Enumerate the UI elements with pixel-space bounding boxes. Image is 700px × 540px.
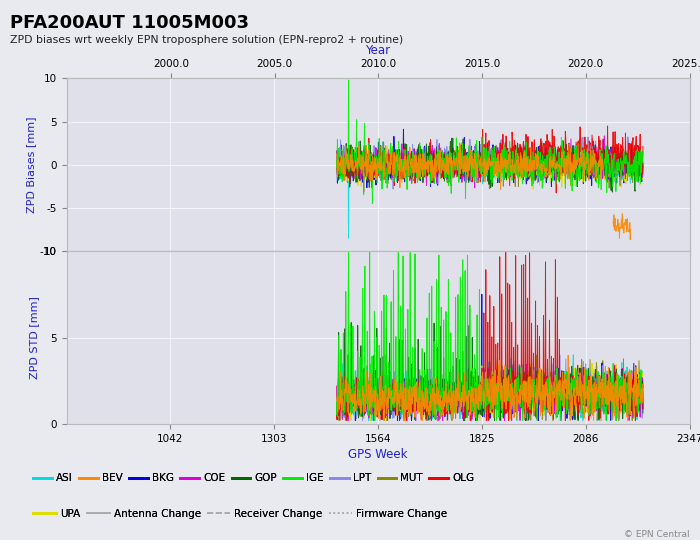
Text: © EPN Central: © EPN Central <box>624 530 690 539</box>
Text: ZPD biases wrt weekly EPN troposphere solution (EPN-repro2 + routine): ZPD biases wrt weekly EPN troposphere so… <box>10 35 404 45</box>
Y-axis label: ZPD STD [mm]: ZPD STD [mm] <box>29 296 39 379</box>
X-axis label: GPS Week: GPS Week <box>349 448 407 461</box>
Legend: UPA, Antenna Change, Receiver Change, Firmware Change: UPA, Antenna Change, Receiver Change, Fi… <box>33 509 447 518</box>
Y-axis label: ZPD Biases [mm]: ZPD Biases [mm] <box>26 117 36 213</box>
Text: PFA200AUT 11005M003: PFA200AUT 11005M003 <box>10 14 249 31</box>
Legend: ASI, BEV, BKG, COE, GOP, IGE, LPT, MUT, OLG: ASI, BEV, BKG, COE, GOP, IGE, LPT, MUT, … <box>33 474 475 483</box>
X-axis label: Year: Year <box>365 44 391 57</box>
